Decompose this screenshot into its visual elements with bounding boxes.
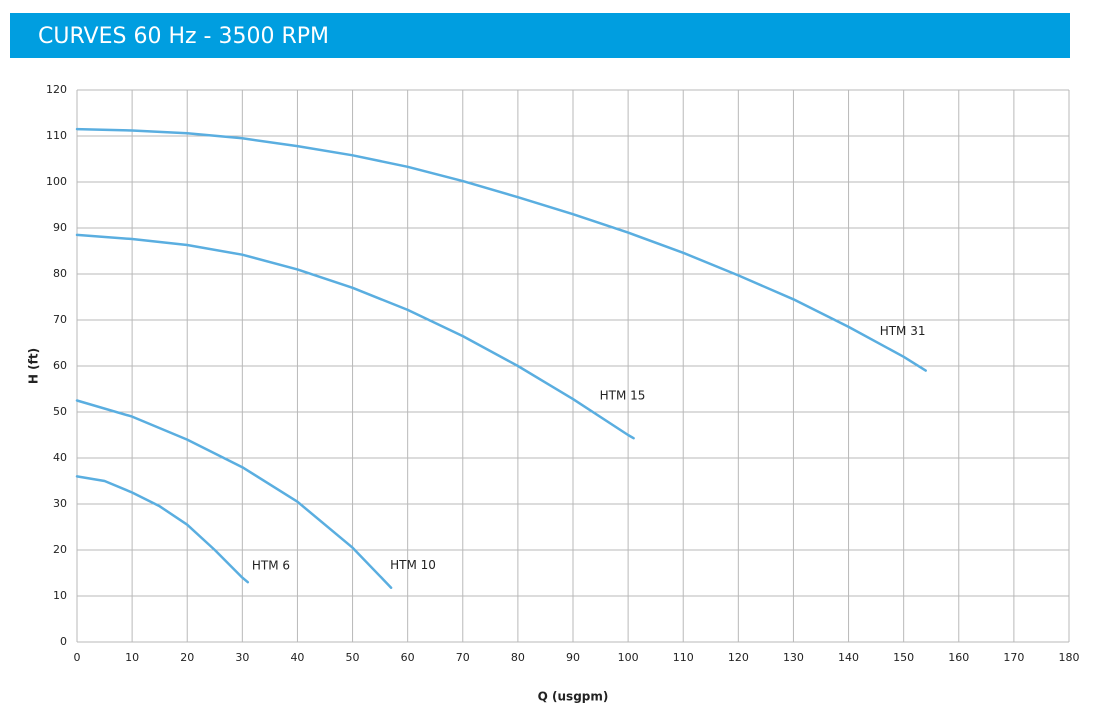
y-tick-label: 10 [53,589,67,602]
x-tick-label: 0 [74,651,81,664]
x-tick-label: 170 [1003,651,1024,664]
y-tick-label: 60 [53,359,67,372]
x-tick-label: 70 [456,651,470,664]
y-tick-label: 120 [46,83,67,96]
curve [75,475,250,584]
y-tick-label: 50 [53,405,67,418]
x-axis-label: Q (usgpm) [538,690,609,704]
x-tick-label: 50 [346,651,360,664]
x-tick-label: 60 [401,651,415,664]
y-tick-label: 80 [53,267,67,280]
x-tick-label: 150 [893,651,914,664]
y-tick-label: 30 [53,497,67,510]
y-tick-label: 90 [53,221,67,234]
curve [75,399,393,589]
curve [75,127,927,372]
x-tick-label: 100 [618,651,639,664]
series-label: HTM 10 [390,558,436,572]
x-tick-label: 140 [838,651,859,664]
y-tick-label: 100 [46,175,67,188]
title-bar [10,13,1070,58]
x-tick-label: 10 [125,651,139,664]
x-tick-label: 30 [235,651,249,664]
y-axis-label: H (ft) [27,348,41,384]
x-tick-label: 20 [180,651,194,664]
x-tick-label: 80 [511,651,525,664]
series-label: HTM 15 [600,389,646,403]
x-tick-label: 120 [728,651,749,664]
y-tick-label: 70 [53,313,67,326]
y-tick-label: 20 [53,543,67,556]
series-label: HTM 31 [880,324,926,338]
x-tick-label: 90 [566,651,580,664]
y-tick-label: 110 [46,129,67,142]
x-tick-label: 110 [673,651,694,664]
chart-title: CURVES 60 Hz - 3500 RPM [38,24,329,49]
x-tick-label: 130 [783,651,804,664]
series-label: HTM 6 [252,559,290,573]
curve [75,233,635,440]
x-tick-label: 40 [290,651,304,664]
y-tick-label: 0 [60,635,67,648]
y-tick-label: 40 [53,451,67,464]
x-tick-label: 160 [948,651,969,664]
x-tick-label: 180 [1059,651,1080,664]
